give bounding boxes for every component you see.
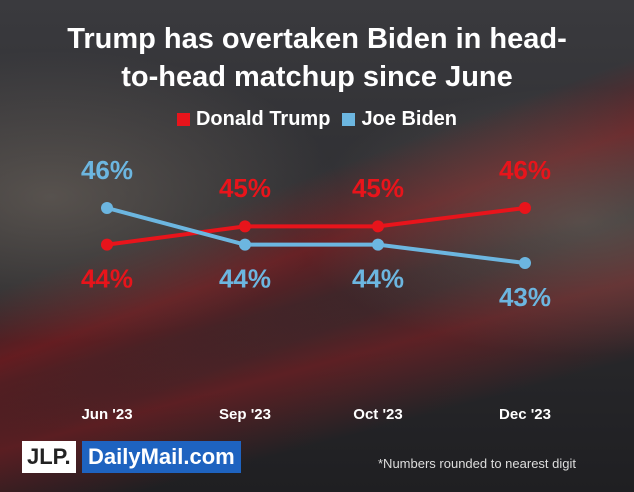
- legend-swatch: [342, 113, 356, 126]
- data-label: 44%: [81, 264, 133, 294]
- legend: Donald Trump Joe Biden: [0, 108, 634, 131]
- legend-item: Joe Biden: [342, 108, 457, 131]
- point: [239, 220, 251, 233]
- data-label: 45%: [219, 173, 271, 203]
- data-label: 43%: [499, 282, 551, 312]
- point: [101, 202, 113, 214]
- data-label: 44%: [352, 264, 404, 294]
- point: [519, 202, 531, 214]
- chart-title: Trump has overtaken Biden in head-to-hea…: [67, 23, 567, 93]
- point: [372, 238, 384, 251]
- point: [239, 238, 251, 251]
- series-line: [106, 206, 526, 265]
- point: [372, 220, 384, 233]
- x-tick-label: Dec '23: [499, 406, 551, 423]
- legend-swatch: [176, 113, 190, 126]
- data-label: 46%: [499, 155, 551, 185]
- point: [519, 257, 531, 269]
- x-tick-label: Oct '23: [353, 406, 402, 423]
- series-line: [106, 206, 526, 247]
- legend-item: Donald Trump: [176, 108, 331, 131]
- x-tick-label: Sep '23: [219, 406, 271, 423]
- data-label: 45%: [352, 173, 404, 203]
- logo: DailyMail.com: [82, 441, 241, 473]
- legend-label: Joe Biden: [361, 108, 458, 130]
- point: [101, 238, 113, 251]
- x-tick-label: Jun '23: [81, 406, 132, 423]
- data-label: 44%: [219, 264, 271, 294]
- data-label: 46%: [81, 155, 133, 185]
- legend-label: Donald Trump: [195, 108, 331, 130]
- footnote: *Numbers rounded to nearest digit: [378, 456, 577, 471]
- logo: JLP.: [22, 441, 76, 473]
